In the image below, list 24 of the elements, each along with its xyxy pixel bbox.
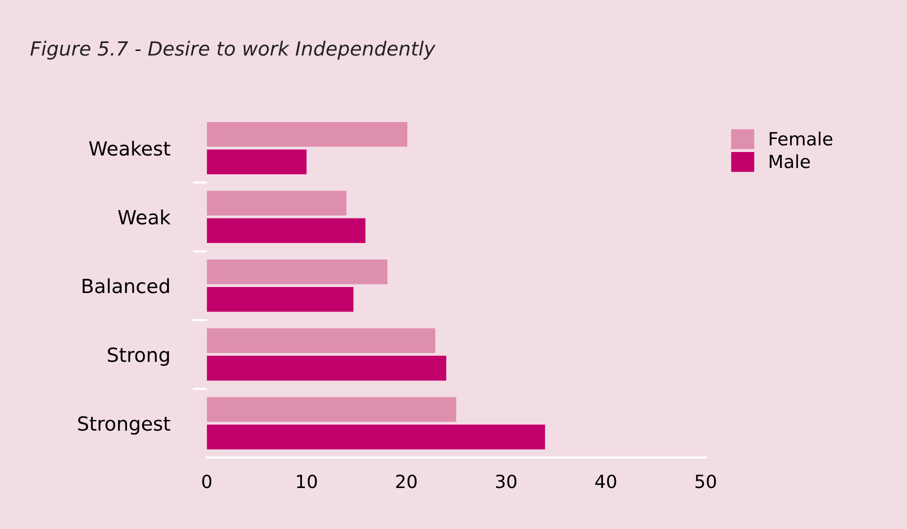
x-tick-label: 20	[396, 474, 417, 488]
bar	[206, 190, 346, 216]
bar	[206, 260, 388, 284]
x-tick-label: 40	[595, 474, 616, 488]
bar	[206, 424, 546, 450]
y-tick-label: Strongest	[78, 416, 170, 435]
bar	[206, 397, 456, 422]
bar	[206, 149, 307, 174]
bar	[206, 328, 436, 354]
legend-label: Male	[770, 154, 810, 168]
bar	[206, 356, 446, 381]
chart-title: Figure 5.7 - Desire to work Independently	[30, 40, 436, 60]
x-tick-label: 0	[202, 474, 212, 488]
x-tick-label: 50	[696, 474, 716, 488]
y-tick-label: Strong	[108, 347, 169, 366]
x-tick-label: 10	[297, 474, 317, 488]
y-tick-label: Weak	[118, 210, 171, 225]
bar	[206, 218, 366, 244]
x-tick-label: 30	[496, 474, 516, 488]
y-tick-label: Balanced	[82, 278, 169, 294]
y-tick-label: Weakest	[89, 140, 170, 156]
legend-label: Female	[770, 132, 832, 146]
bar	[206, 122, 408, 147]
bar	[206, 287, 354, 312]
